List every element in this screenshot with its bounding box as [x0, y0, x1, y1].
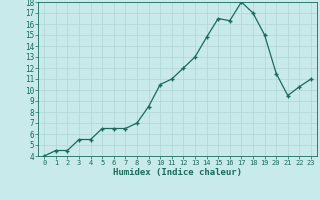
X-axis label: Humidex (Indice chaleur): Humidex (Indice chaleur) [113, 168, 242, 177]
